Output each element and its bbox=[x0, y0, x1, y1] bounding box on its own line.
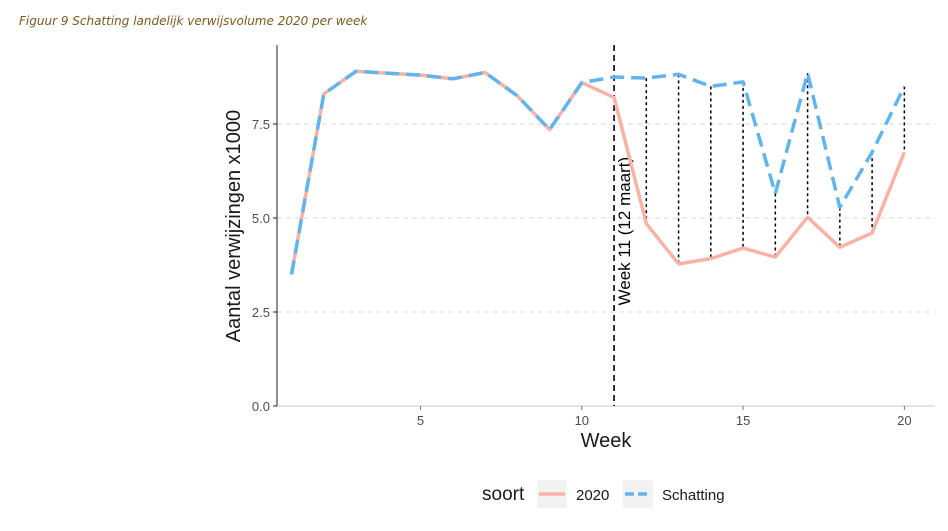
y-tick-label-3: 7.5 bbox=[252, 117, 270, 132]
difference-droplines bbox=[645, 73, 906, 264]
grid-lines bbox=[277, 123, 935, 313]
x-tick-label-3: 20 bbox=[897, 413, 911, 428]
legend-title: soort bbox=[482, 484, 525, 505]
x-tick-label-2: 15 bbox=[736, 413, 750, 428]
legend-label-2020: 2020 bbox=[576, 487, 609, 504]
y-tick-label-0: 0.0 bbox=[252, 399, 270, 414]
legend: soort 2020 Schatting bbox=[482, 480, 725, 508]
x-tick-label-1: 10 bbox=[575, 413, 589, 428]
y-axis: 0.0 2.5 5.0 7.5 bbox=[252, 45, 278, 414]
x-tick-label-0: 5 bbox=[417, 413, 424, 428]
series-lines bbox=[289, 69, 907, 275]
y-tick-label-2: 5.0 bbox=[252, 211, 270, 226]
x-axis-title: Week bbox=[581, 430, 633, 452]
week-11-annotation: Week 11 (12 maart) bbox=[613, 45, 634, 406]
series-line-2020 bbox=[289, 69, 907, 275]
y-axis-title: Aantal verwijzingen x1000 bbox=[223, 110, 245, 342]
y-tick-label-1: 2.5 bbox=[252, 305, 270, 320]
annotation-label: Week 11 (12 maart) bbox=[615, 157, 634, 306]
legend-label-schatting: Schatting bbox=[662, 487, 725, 504]
x-axis: 5 10 15 20 bbox=[277, 405, 935, 428]
series-line-schatting bbox=[289, 69, 906, 275]
figure-caption: Figuur 9 Schatting landelijk verwijsvolu… bbox=[19, 14, 368, 28]
